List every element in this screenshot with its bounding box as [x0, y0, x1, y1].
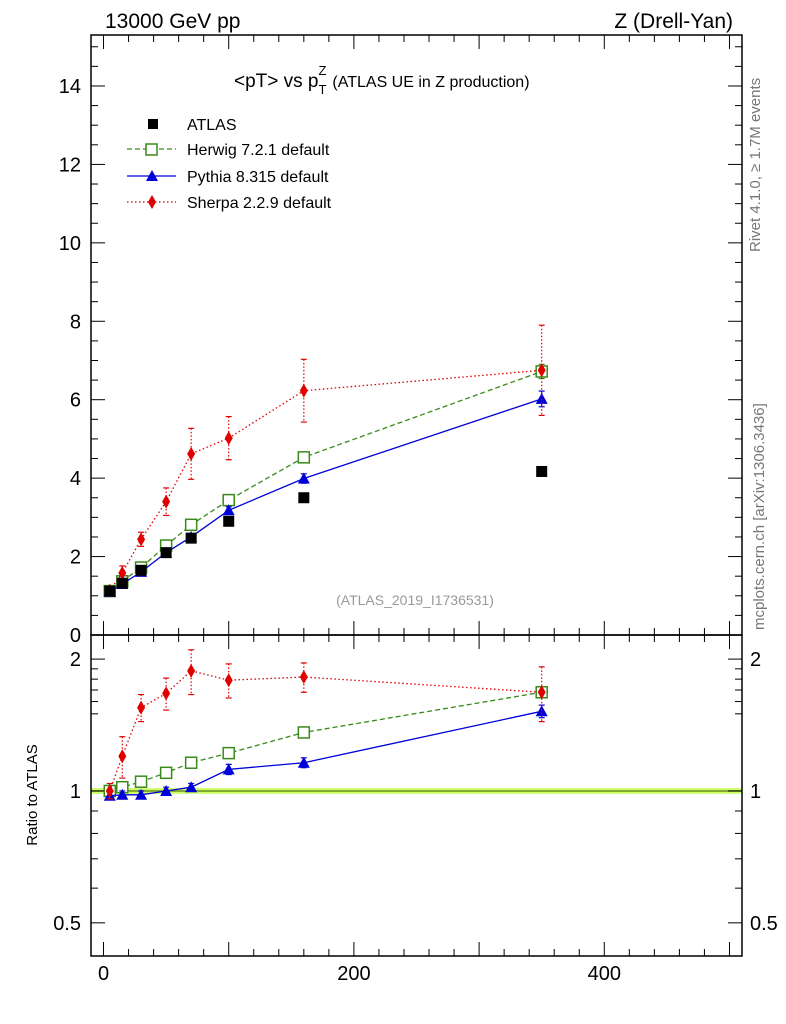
- main-point-pythia: [297, 472, 310, 484]
- ratio-y-tick-label-right: 0.5: [750, 913, 778, 935]
- main-y-tick-label: 14: [59, 76, 81, 98]
- main-point-atlas: [135, 564, 147, 576]
- main-point-sherpa: [537, 363, 546, 378]
- main-y-tick-label: 0: [70, 625, 81, 647]
- main-point-sherpa: [224, 431, 233, 446]
- ratio-y-tick-label: 1: [70, 781, 81, 803]
- process-label: Z (Drell-Yan): [614, 10, 733, 33]
- main-point-pythia: [535, 392, 548, 404]
- plot-title-main: <pT> vs p: [234, 71, 319, 92]
- ratio-point-sherpa: [537, 685, 546, 700]
- ratio-point-pythia: [535, 705, 548, 717]
- main-point-herwig: [184, 518, 198, 532]
- legend-label-herwig: Herwig 7.2.1 default: [187, 142, 330, 159]
- ratio-point-pythia: [135, 788, 148, 800]
- ratio-panel: 0.5 1 2 0.5 1 2 0 200 400 Ratio to ATLAS: [24, 634, 778, 985]
- ratio-y-tick-label-right: 1: [750, 781, 761, 803]
- main-panel: 0 2 4 6 8 10 12 14 <pT> vs pTZ (ATLAS UE in Z pr…: [59, 34, 743, 647]
- main-point-atlas: [185, 532, 197, 544]
- main-point-atlas: [536, 465, 548, 477]
- main-point-atlas: [160, 547, 172, 559]
- ratio-point-sherpa: [137, 700, 146, 715]
- main-point-pythia: [222, 504, 235, 516]
- main-y-tick-label: 10: [59, 233, 81, 255]
- plot-title: <pT> vs pTZ (ATLAS UE in Z production): [234, 63, 530, 97]
- main-y-tick-label: 4: [70, 468, 81, 490]
- x-tick-label: 0: [98, 963, 109, 985]
- plot-title-subscript: T: [319, 82, 327, 97]
- main-point-atlas: [223, 515, 235, 527]
- main-axis-ticks: [91, 35, 742, 636]
- ratio-point-sherpa: [299, 670, 308, 685]
- main-series-layer: [103, 324, 548, 598]
- main-point-atlas: [298, 492, 310, 504]
- ratio-axis-ticks: [91, 635, 742, 956]
- ratio-y-tick-label: 2: [70, 649, 81, 671]
- ratio-series-line-sherpa: [109, 670, 542, 792]
- plot-title-superscript: Z: [318, 63, 326, 78]
- main-point-herwig: [222, 493, 235, 507]
- x-tick-label: 200: [337, 963, 370, 985]
- ratio-point-herwig: [184, 756, 198, 769]
- main-point-sherpa: [299, 383, 308, 398]
- main-point-atlas: [104, 585, 116, 597]
- x-tick-labels: 0 200 400: [98, 963, 621, 985]
- analysis-id-watermark: (ATLAS_2019_I1736531): [336, 592, 494, 608]
- ratio-plot-frame: [90, 634, 743, 957]
- ratio-y-axis-label: Ratio to ATLAS: [24, 744, 41, 845]
- main-y-tick-labels: 0 2 4 6 8 10 12 14: [59, 76, 81, 647]
- mcplots-reference-label: mcplots.cern.ch [arXiv:1306.3436]: [751, 403, 768, 630]
- ratio-point-sherpa: [162, 686, 171, 701]
- main-point-atlas: [116, 577, 128, 589]
- legend: ATLAS Herwig 7.2.1 default Pythia 8.315 …: [127, 117, 332, 212]
- legend-marker-herwig: [145, 143, 158, 156]
- x-tick-label: 400: [588, 963, 621, 985]
- ratio-point-sherpa: [118, 749, 127, 764]
- main-point-sherpa: [187, 446, 196, 461]
- ratio-point-herwig: [222, 746, 235, 760]
- ratio-y-tick-label-right: 2: [750, 649, 761, 671]
- main-y-tick-label: 8: [70, 311, 81, 333]
- ratio-series-line-pythia: [109, 710, 542, 797]
- main-y-tick-label: 12: [59, 154, 81, 176]
- ratio-point-pythia: [222, 763, 235, 775]
- ratio-series-line-herwig: [109, 691, 542, 792]
- main-series-line-sherpa: [109, 369, 542, 592]
- ratio-series-layer: [103, 649, 548, 801]
- plot-title-suffix: (ATLAS UE in Z production): [332, 74, 529, 91]
- main-series-line-pythia: [109, 398, 542, 593]
- collision-energy-label: 13000 GeV pp: [105, 10, 240, 33]
- main-point-herwig: [297, 451, 311, 464]
- legend-marker-atlas: [148, 119, 158, 129]
- main-point-sherpa: [162, 494, 171, 509]
- rivet-version-label: Rivet 4.1.0, ≥ 1.7M events: [747, 78, 764, 252]
- legend-marker-sherpa: [148, 195, 156, 209]
- ratio-y-tick-labels-right: 0.5 1 2: [750, 649, 778, 935]
- ratio-point-herwig: [297, 726, 311, 739]
- ratio-point-herwig: [159, 766, 173, 780]
- main-y-tick-label: 6: [70, 390, 81, 412]
- main-point-sherpa: [118, 566, 127, 581]
- ratio-point-pythia: [116, 788, 129, 800]
- legend-marker-pythia: [146, 170, 158, 181]
- ratio-point-herwig: [134, 775, 148, 788]
- legend-label-sherpa: Sherpa 2.2.9 default: [187, 195, 332, 212]
- ratio-point-sherpa: [105, 783, 114, 798]
- ratio-point-sherpa: [187, 663, 196, 678]
- ratio-point-sherpa: [224, 673, 233, 688]
- main-point-sherpa: [137, 532, 146, 547]
- main-y-tick-label: 2: [70, 547, 81, 569]
- ratio-point-pythia: [160, 784, 173, 796]
- legend-label-atlas: ATLAS: [187, 117, 237, 134]
- ratio-y-tick-labels: 0.5 1 2: [53, 649, 81, 935]
- legend-label-pythia: Pythia 8.315 default: [187, 169, 329, 186]
- ratio-point-pythia: [297, 756, 310, 768]
- ratio-point-pythia: [185, 781, 198, 793]
- main-series-line-herwig: [109, 370, 542, 592]
- ratio-y-tick-label: 0.5: [53, 913, 81, 935]
